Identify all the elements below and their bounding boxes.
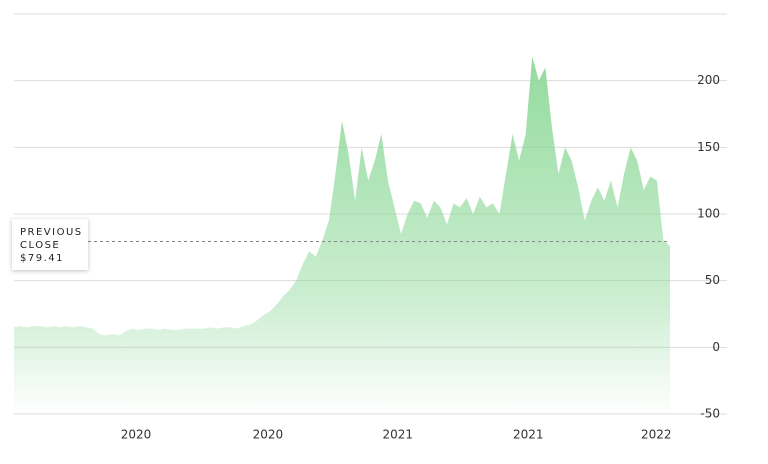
y-tick-label: 100 [697,207,720,221]
x-tick-label: 2020 [121,428,152,442]
previous-close-box [12,219,88,270]
y-tick-label: 200 [697,73,720,87]
y-tick-label: -50 [700,407,720,421]
x-tick-label: 2021 [513,428,544,442]
previous-close-value: $79.41 [20,253,64,264]
y-tick-label: 150 [697,140,720,154]
area-layer [14,56,670,415]
previous-close-label: PREVIOUS CLOSE [20,227,83,251]
x-tick-label: 2022 [641,428,672,442]
x-tick-label: 2021 [382,428,413,442]
price-area [14,56,670,415]
label-layer: -50 0 50 100 150 200 2020 2020 2021 2021 2022 PREVI… [12,73,720,442]
y-tick-label: 50 [705,273,720,287]
x-tick-label: 2020 [253,428,284,442]
y-tick-label: 0 [712,340,720,354]
